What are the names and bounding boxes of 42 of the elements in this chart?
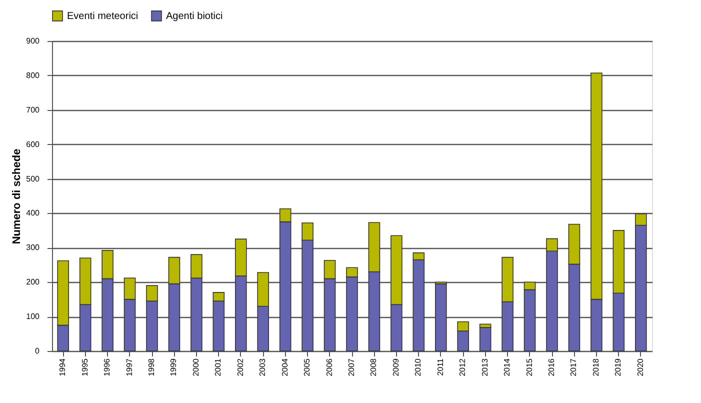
x-tick-label: 2013 (480, 358, 490, 376)
y-tick-label: 200 (26, 278, 40, 287)
legend-label: Agenti biotici (166, 10, 223, 22)
x-tick-label: 2020 (636, 358, 645, 376)
x-tick-label: 2012 (458, 358, 468, 376)
x-tick-label: 1996 (102, 358, 112, 376)
x-tick-label: 2019 (614, 358, 623, 376)
legend-label: Eventi meteorici (67, 10, 138, 22)
y-tick-label: 900 (26, 36, 40, 46)
bar (479, 327, 492, 352)
x-tick-label: 2005 (302, 358, 312, 376)
y-tick-label: 600 (26, 140, 40, 149)
x-tick-label: 1999 (169, 358, 178, 376)
y-tick-label: 0 (35, 346, 40, 356)
x-tick-label: 2015 (524, 358, 534, 376)
x-tick-label: 2014 (502, 358, 512, 376)
x-tick-label: 2007 (347, 358, 356, 376)
x-tick-label: 2008 (369, 358, 378, 376)
x-tick-label: 2018 (591, 358, 600, 376)
y-tick-label: 100 (26, 312, 40, 322)
y-tick-label: 700 (26, 105, 40, 114)
x-tick-label: 2010 (414, 358, 423, 376)
y-tick-label: 800 (26, 70, 40, 80)
x-tick-label: 1998 (147, 358, 156, 376)
y-tick-label: 300 (26, 243, 40, 252)
x-tick-label: 2009 (391, 358, 400, 376)
bar (434, 283, 447, 352)
y-tick-label: 400 (26, 208, 40, 218)
y-tick-label: 500 (26, 174, 40, 184)
x-tick-label: 2001 (214, 358, 223, 376)
x-tick-label: 1997 (124, 358, 134, 376)
x-tick-label: 1995 (80, 358, 90, 376)
x-tick-label: 2017 (569, 358, 578, 376)
x-tick-label: 2000 (191, 358, 200, 376)
x-tick-label: 1994 (58, 358, 68, 376)
x-tick-label: 2011 (436, 358, 445, 376)
x-tick-label: 2002 (236, 358, 245, 376)
x-tick-label: 2006 (324, 358, 334, 376)
x-tick-label: 2003 (258, 358, 268, 376)
y-axis-title: Numero di schede (11, 148, 24, 244)
x-tick-label: 2004 (280, 358, 290, 376)
x-tick-label: 2016 (547, 358, 556, 376)
